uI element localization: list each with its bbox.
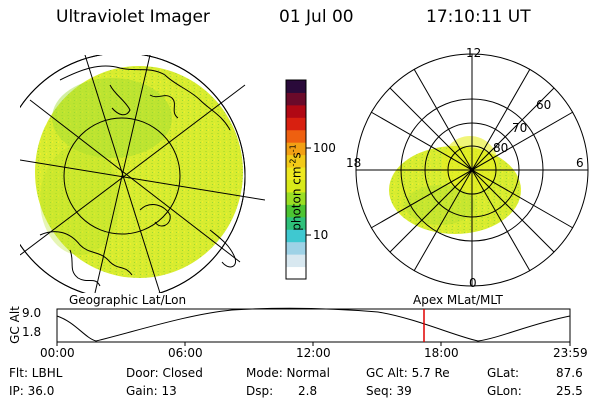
- colorbar-swatch: [286, 80, 306, 93]
- colorbar-swatch: [286, 154, 306, 168]
- colorbar-swatch: [286, 117, 306, 131]
- colorbar-swatch: [286, 142, 306, 156]
- dsp-value: 2.8: [298, 384, 318, 398]
- time-tick-1: 06:00: [168, 346, 203, 360]
- colorbar-unit-label: photon cm-2s-1: [288, 144, 304, 231]
- time-label: 17:10:11 UT: [426, 7, 531, 27]
- polar-lat-70: 70: [512, 121, 528, 135]
- geographic-label: Geographic Lat/Lon: [69, 293, 187, 307]
- alt-min-label: 1.8: [22, 325, 42, 339]
- color-bar-frame: [285, 79, 307, 280]
- time-tick-3: 18:00: [424, 346, 459, 360]
- gc-alt-info: GC Alt: 5.7 Re: [366, 366, 450, 380]
- gain-info: Gain: 13: [126, 384, 177, 398]
- glat-label: GLat:: [487, 366, 520, 380]
- dsp-label: Dsp:: [246, 384, 274, 398]
- colorbar-swatch: [286, 216, 306, 230]
- ip-info: IP: 36.0: [9, 384, 55, 398]
- color-bar: [286, 80, 306, 280]
- colorbar-swatch: [286, 104, 306, 118]
- colorbar-swatch: [286, 204, 306, 218]
- glat-value: 87.6: [556, 366, 583, 380]
- door-info: Door: Closed: [126, 366, 203, 380]
- polar-label-0: 0: [469, 276, 477, 290]
- polar-lat-80: 80: [493, 141, 509, 155]
- date-label: 01 Jul 00: [279, 7, 354, 27]
- time-tick-2: 12:00: [296, 346, 331, 360]
- colorbar-swatch: [286, 92, 306, 106]
- instrument-title: Ultraviolet Imager: [56, 7, 210, 27]
- mode-info: Mode: Normal: [246, 366, 330, 380]
- altitude-plot: [56, 307, 571, 346]
- polar-plot: [355, 53, 589, 287]
- altitude-curve: [56, 307, 571, 342]
- colorbar-swatch: [286, 254, 306, 268]
- apex-label: Apex MLat/MLT: [413, 293, 503, 307]
- colorbar-swatch: [286, 266, 306, 280]
- gc-alt-axis-label: GC Alt: [8, 306, 22, 344]
- polar-label-12: 12: [466, 46, 482, 60]
- colorbar-swatch: [286, 129, 306, 143]
- colorbar-swatch: [286, 167, 306, 180]
- colorbar-tick-100: 100: [313, 141, 336, 155]
- polar-label-18: 18: [346, 156, 362, 170]
- colorbar-tick-10: 10: [313, 228, 329, 242]
- time-tick-0: 00:00: [40, 346, 75, 360]
- geographic-image: [20, 55, 265, 293]
- polar-label-6: 6: [576, 156, 584, 170]
- filter-info: Flt: LBHL: [9, 366, 63, 380]
- colorbar-swatch: [286, 229, 306, 243]
- time-tick-4: 23:59: [553, 346, 588, 360]
- polar-lat-60: 60: [536, 98, 552, 112]
- glon-value: 25.5: [556, 384, 583, 398]
- colorbar-swatch: [286, 179, 306, 193]
- glon-label: GLon:: [487, 384, 522, 398]
- seq-info: Seq: 39: [366, 384, 412, 398]
- alt-max-label: 9.0: [22, 306, 42, 320]
- colorbar-swatch: [286, 191, 306, 205]
- colorbar-swatch: [286, 241, 306, 255]
